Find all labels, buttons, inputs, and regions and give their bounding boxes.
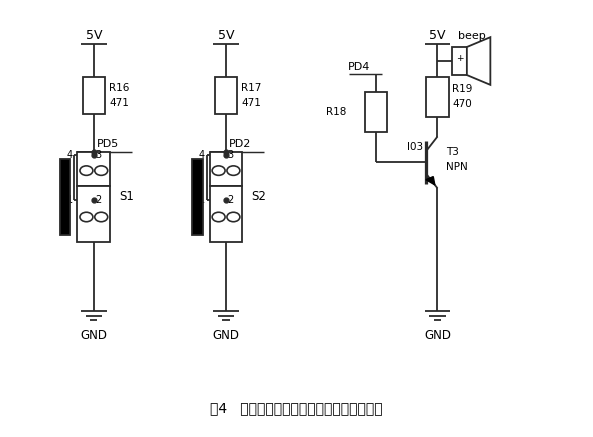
Circle shape — [227, 166, 240, 175]
Text: S1: S1 — [119, 191, 134, 204]
Text: 1: 1 — [66, 195, 73, 205]
Bar — [82, 77, 105, 114]
Circle shape — [95, 166, 108, 175]
Text: GND: GND — [212, 329, 240, 342]
Text: 471: 471 — [109, 98, 129, 108]
Circle shape — [80, 212, 93, 222]
Text: 2: 2 — [228, 195, 234, 205]
Bar — [365, 92, 387, 132]
Text: PD4: PD4 — [347, 62, 370, 72]
Bar — [192, 159, 202, 235]
Circle shape — [212, 166, 225, 175]
Text: 图4   按键设定电路和蜂鸣器提示电路原理图: 图4 按键设定电路和蜂鸣器提示电路原理图 — [210, 401, 383, 415]
Text: 4: 4 — [199, 150, 205, 160]
Bar — [60, 159, 71, 235]
Text: 471: 471 — [241, 98, 261, 108]
Text: 4: 4 — [66, 150, 73, 160]
Text: R16: R16 — [109, 83, 129, 93]
Text: T3: T3 — [447, 147, 459, 156]
Text: GND: GND — [424, 329, 451, 342]
Circle shape — [95, 212, 108, 222]
Polygon shape — [467, 37, 490, 85]
Circle shape — [227, 212, 240, 222]
Circle shape — [212, 212, 225, 222]
Polygon shape — [426, 177, 435, 185]
Bar — [426, 76, 449, 117]
Text: PD5: PD5 — [97, 139, 119, 149]
Bar — [77, 186, 110, 242]
Text: 5V: 5V — [218, 28, 234, 42]
Text: PD2: PD2 — [229, 139, 251, 149]
Bar — [209, 186, 243, 242]
Text: 2: 2 — [95, 195, 102, 205]
Text: +: + — [456, 54, 463, 63]
Text: 5V: 5V — [429, 28, 446, 42]
Circle shape — [80, 166, 93, 175]
Text: GND: GND — [80, 329, 107, 342]
Bar — [452, 47, 467, 75]
Bar — [215, 77, 237, 114]
Text: R17: R17 — [241, 83, 262, 93]
Bar — [77, 152, 110, 186]
Text: S2: S2 — [251, 191, 266, 204]
Text: beep: beep — [458, 31, 486, 41]
Bar — [209, 152, 243, 186]
Text: 470: 470 — [452, 99, 472, 109]
Text: 1: 1 — [199, 195, 205, 205]
Text: NPN: NPN — [447, 162, 468, 172]
Text: I03: I03 — [407, 142, 423, 153]
Text: 3: 3 — [228, 150, 234, 160]
Text: R18: R18 — [326, 107, 346, 117]
Text: 5V: 5V — [85, 28, 102, 42]
Text: 3: 3 — [95, 150, 101, 160]
Text: R19: R19 — [452, 84, 473, 94]
